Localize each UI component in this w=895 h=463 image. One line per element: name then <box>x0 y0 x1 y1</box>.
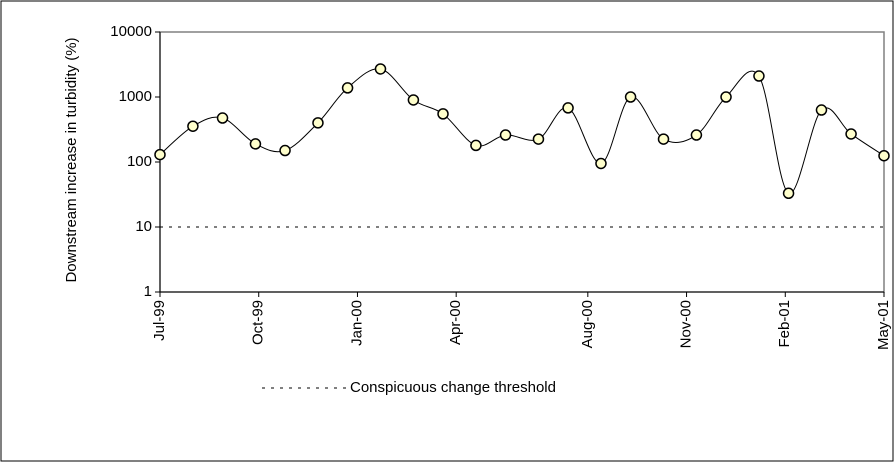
data-point <box>782 187 795 200</box>
x-tick-label: Oct-99 <box>250 300 267 345</box>
data-point <box>532 133 545 145</box>
data-point <box>845 128 857 140</box>
data-point <box>690 129 703 141</box>
x-tick-label: Nov-00 <box>678 300 695 348</box>
data-point <box>562 102 574 114</box>
data-point <box>437 108 449 120</box>
data-point <box>470 139 482 152</box>
data-point <box>154 148 166 161</box>
y-tick-label: 1 <box>144 283 152 300</box>
y-axis-label: Downstream increase in turbidity (%) <box>63 37 80 282</box>
legend-label: Conspicuous change threshold <box>350 379 556 396</box>
x-tick-label: Jan-00 <box>348 300 365 346</box>
x-tick-label: Jul-99 <box>151 300 168 341</box>
data-point <box>499 129 512 141</box>
data-point <box>878 149 890 162</box>
x-tick-label: Apr-00 <box>447 300 464 345</box>
data-point <box>657 133 670 145</box>
data-point <box>407 94 420 106</box>
data-point <box>341 82 354 94</box>
data-point <box>595 157 607 170</box>
data-point <box>312 117 324 129</box>
y-tick-label: 100 <box>127 153 152 170</box>
y-tick-label: 10 <box>135 218 152 235</box>
x-tick-label: Feb-01 <box>776 300 793 348</box>
y-tick-label: 10000 <box>110 23 152 40</box>
data-point <box>216 112 229 124</box>
data-point <box>374 63 387 75</box>
data-point <box>624 91 637 103</box>
data-point <box>720 91 732 103</box>
data-point <box>279 144 291 157</box>
data-point <box>249 138 262 150</box>
data-point <box>187 120 199 132</box>
x-tick-label: May-01 <box>875 300 892 350</box>
data-point <box>815 104 828 116</box>
data-point <box>753 70 765 82</box>
y-tick-label: 1000 <box>119 88 152 105</box>
x-tick-label: Aug-00 <box>579 300 596 348</box>
